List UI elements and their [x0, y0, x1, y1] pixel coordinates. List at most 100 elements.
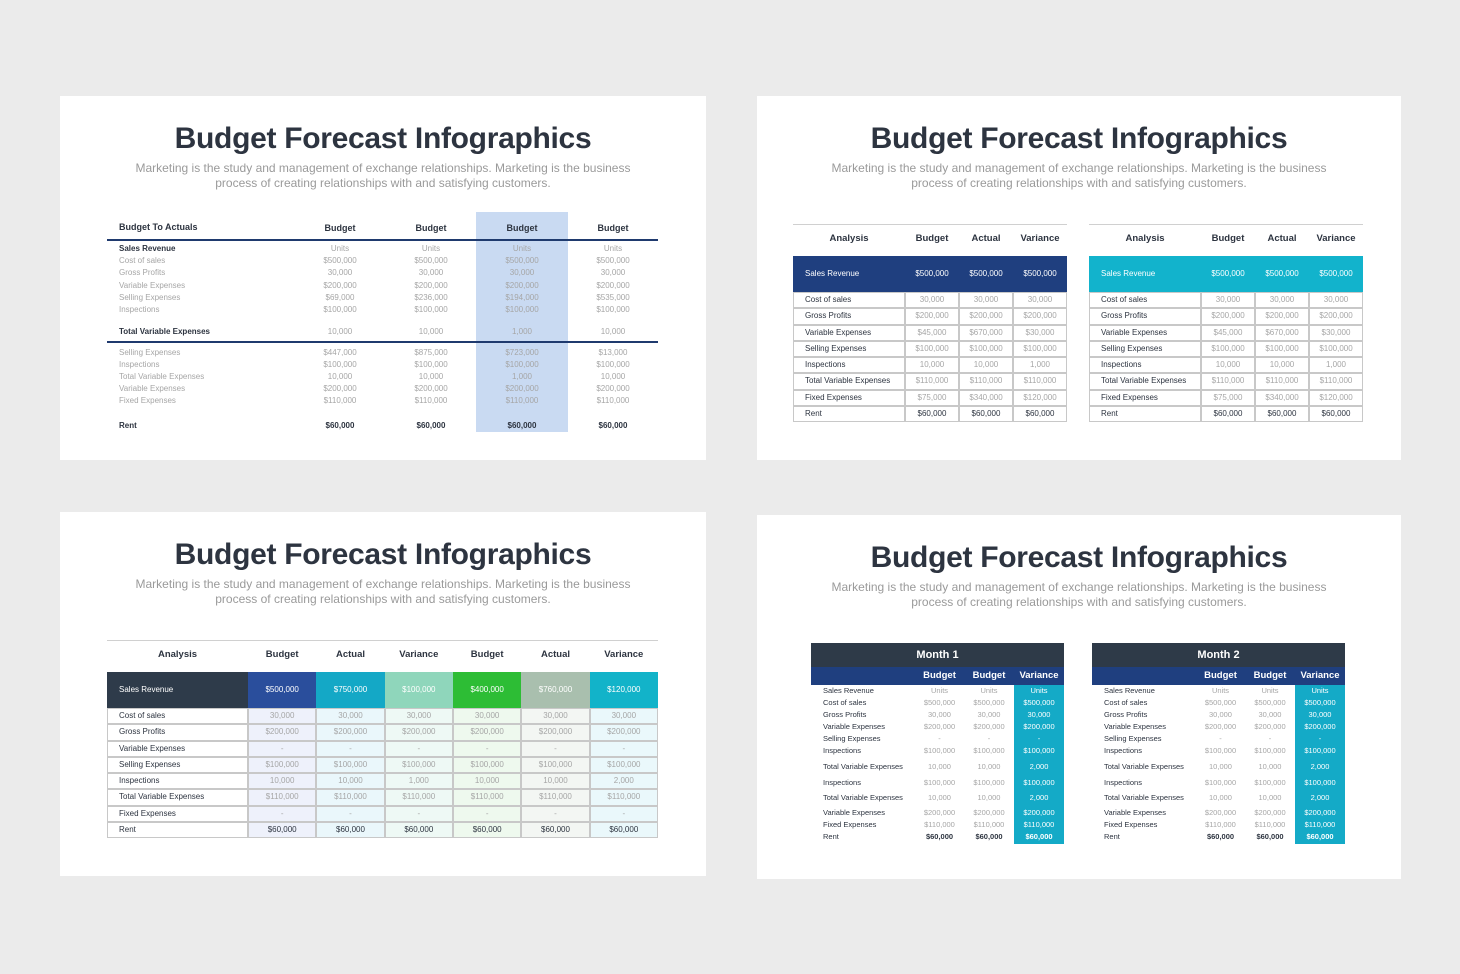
table-cell — [793, 357, 905, 374]
slide: Budget Forecast Infographics Marketing is… — [60, 96, 706, 460]
row-label: Total Variable Expenses — [119, 327, 211, 336]
header-cell: Actual — [335, 649, 366, 660]
table-cell — [589, 740, 658, 757]
table-cell — [1309, 405, 1363, 422]
cell-value: $500,000 — [1254, 698, 1286, 707]
cell-value: - — [349, 743, 352, 753]
table-cell — [1255, 340, 1309, 357]
row-label: Variable Expenses — [1104, 722, 1166, 731]
cell-value: $45,000 — [917, 327, 947, 337]
table-cell — [1013, 389, 1067, 406]
table-cell — [1013, 324, 1067, 341]
table-cell — [1255, 373, 1309, 390]
cell-value: $500,000 — [1304, 698, 1336, 707]
cell-value: - — [417, 808, 421, 818]
cell-value: $100,000 — [915, 343, 949, 353]
cell-value: $120,000 — [1023, 392, 1057, 402]
cell-value: Units — [1211, 686, 1230, 695]
cell-value: $100,000 — [973, 778, 1005, 787]
table-cell — [589, 708, 658, 725]
slide-title: Budget Forecast Infographics — [174, 538, 592, 571]
cell-value: $13,000 — [598, 348, 628, 357]
cell-value: $875,000 — [414, 348, 448, 357]
row-label: Total Variable Expenses — [119, 372, 205, 381]
cell-value: $750,000 — [333, 685, 368, 694]
table-cell — [1309, 324, 1363, 341]
row-label: Cost of sales — [1101, 295, 1148, 305]
cell-value: 10,000 — [418, 372, 444, 381]
cell-value: $500,000 — [969, 269, 1003, 278]
cell-value: 2,000 — [1310, 793, 1330, 802]
table-cell — [1255, 357, 1309, 374]
table-cell — [452, 708, 522, 725]
cell-value: $110,000 — [973, 820, 1005, 829]
table-cell — [1089, 324, 1201, 341]
cell-value: 10,000 — [977, 762, 1001, 771]
cell-value: $100,000 — [414, 360, 448, 369]
table-cell — [1089, 373, 1201, 390]
cell-value: $200,000 — [969, 311, 1003, 321]
cell-value: 2,000 — [1310, 762, 1330, 771]
cell-value: $60,000 — [975, 832, 1003, 841]
table-cell — [316, 773, 385, 790]
table-cell — [905, 292, 959, 309]
cell-value: $100,000 — [607, 759, 641, 769]
table-cell — [1255, 405, 1309, 422]
header-cell: Actual — [1267, 233, 1297, 244]
row-label: Selling Expenses — [1104, 734, 1162, 743]
cell-value: $100,000 — [265, 759, 299, 769]
cell-value: $200,000 — [1023, 722, 1055, 731]
table-cell — [1201, 373, 1255, 390]
row-label: Rent — [119, 421, 137, 430]
cell-value: $100,000 — [538, 759, 573, 769]
cell-value: 10,000 — [600, 372, 626, 381]
cell-value: 10,000 — [1215, 360, 1241, 370]
table-cell — [521, 821, 590, 838]
table-cell — [107, 805, 248, 822]
cell-value: $60,000 — [1213, 408, 1243, 418]
rule — [793, 224, 1067, 225]
cell-value: $500,000 — [505, 256, 539, 265]
cell-value: $500,000 — [1023, 269, 1057, 278]
table-cell — [248, 672, 317, 708]
cell-value: 10,000 — [919, 360, 945, 370]
cell-value: $200,000 — [1265, 311, 1299, 321]
cell-value: $340,000 — [1265, 392, 1299, 402]
cell-value: Units — [330, 244, 350, 253]
table-cell — [316, 789, 385, 806]
table-cell — [248, 740, 317, 757]
cell-value: - — [987, 734, 991, 743]
row-label: Inspections — [823, 746, 861, 755]
header-cell: Actual — [971, 233, 1001, 244]
header-cell: Variance — [1020, 233, 1060, 244]
row-label: Rent — [823, 832, 839, 841]
cell-value: 10,000 — [418, 327, 444, 336]
cell-value: $500,000 — [414, 256, 448, 265]
header-cell: Budget — [923, 670, 956, 681]
cell-value: - — [622, 743, 626, 753]
cell-value: Units — [512, 244, 532, 253]
table-cell — [107, 789, 248, 806]
row-label: Cost of sales — [1104, 698, 1148, 707]
cell-value: - — [1037, 734, 1041, 743]
row-label: Selling Expenses — [805, 343, 867, 353]
cell-value: $200,000 — [1254, 722, 1286, 731]
cell-value: $30,000 — [1321, 327, 1351, 337]
table-cell — [521, 672, 590, 708]
cell-value: 30,000 — [928, 710, 951, 719]
table-cell — [793, 308, 905, 325]
highlight-column — [476, 212, 568, 432]
cell-value: $60,000 — [1321, 408, 1351, 418]
cell-value: $110,000 — [1254, 820, 1286, 829]
header-cell: Budget — [470, 649, 504, 660]
cell-value: $120,000 — [607, 685, 641, 694]
cell-value: $60,000 — [598, 421, 628, 430]
cell-value: $100,000 — [969, 343, 1003, 353]
cell-value: $100,000 — [323, 305, 357, 314]
row-label: Total Variable Expenses — [119, 792, 205, 802]
cell-value: 2,000 — [1029, 762, 1049, 771]
table-cell — [793, 405, 905, 422]
table-cell — [589, 724, 658, 741]
cell-value: $236,000 — [414, 293, 448, 302]
cell-value: $100,000 — [402, 685, 436, 694]
